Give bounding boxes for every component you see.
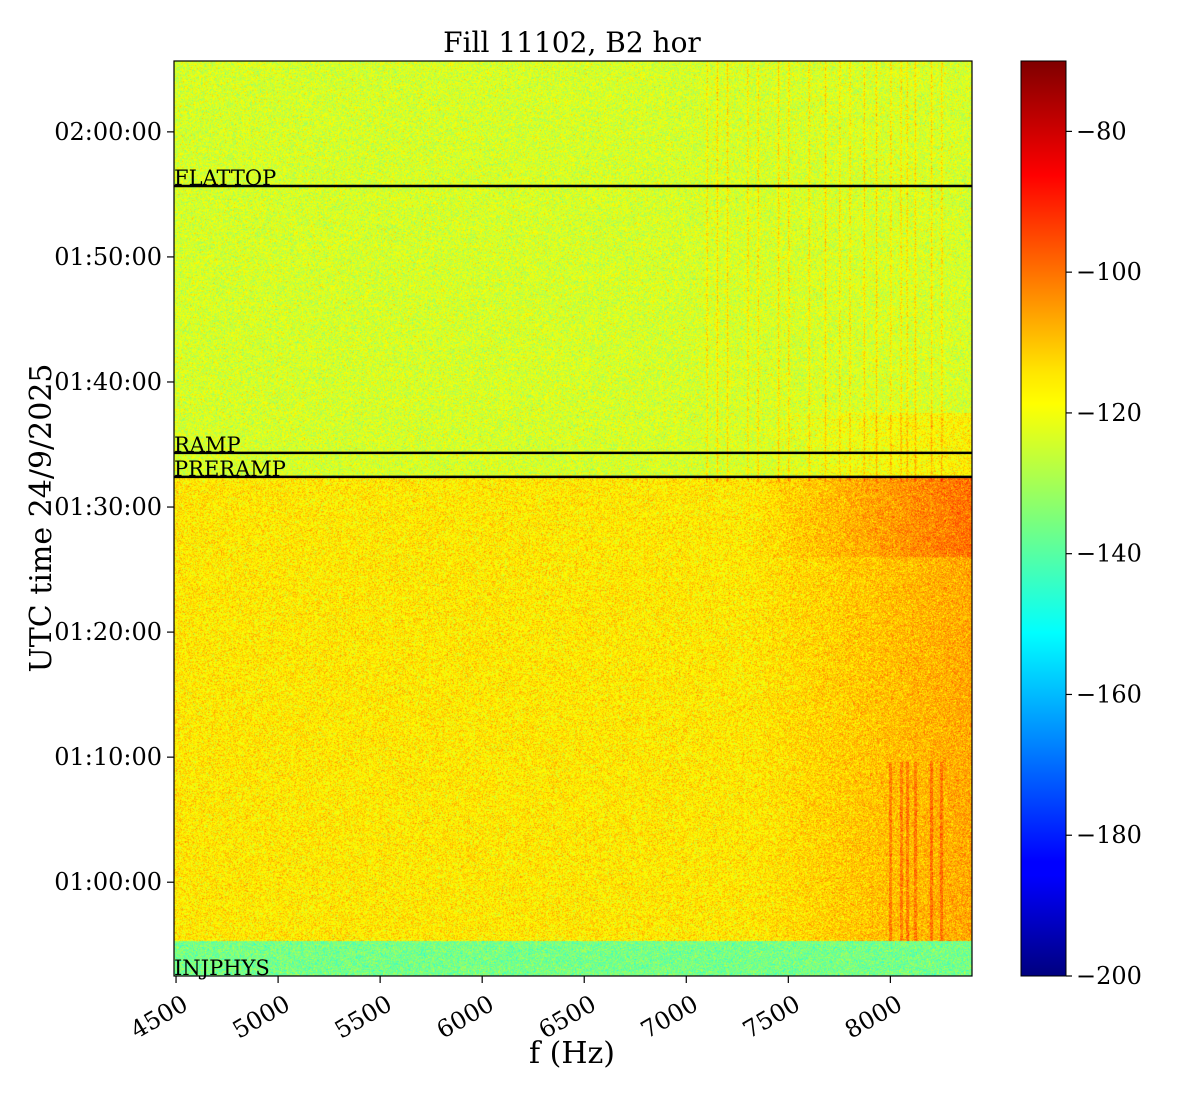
y-tick-label: 01:30:00	[54, 493, 162, 521]
phase-label: PRERAMP	[174, 457, 286, 481]
y-axis: 01:00:00 01:10:00 01:20:00 01:30:00 01:40:00…	[54, 118, 174, 896]
x-tick-label: 5500	[330, 990, 397, 1045]
x-tick-label: 8000	[840, 990, 907, 1045]
x-tick-label: 6000	[432, 990, 499, 1045]
colorbar-ticks: −80 −100 −120 −140 −160 −180 −200	[1066, 117, 1142, 990]
heatmap-image	[174, 61, 972, 976]
colorbar-tick-label: −200	[1076, 962, 1142, 990]
y-tick-label: 01:50:00	[54, 243, 162, 271]
colorbar: −80 −100 −120 −140 −160 −180 −200	[1020, 60, 1142, 990]
y-tick-label: 01:20:00	[54, 618, 162, 646]
x-tick-label: 7500	[738, 990, 805, 1045]
colorbar-tick-label: −180	[1076, 821, 1142, 849]
y-axis-label: UTC time 24/9/2025	[24, 364, 59, 673]
x-axis-label: f (Hz)	[529, 1036, 615, 1071]
colorbar-tick-label: −80	[1076, 117, 1127, 145]
x-tick-label: 4500	[126, 990, 193, 1045]
phase-label: FLATTOP	[174, 166, 276, 190]
heatmap-area	[174, 61, 972, 976]
x-axis: 4500 5000 5500 6000 6500 7000 7500 8000	[126, 976, 907, 1044]
plot-frame	[173, 60, 973, 977]
y-tick-label: 01:10:00	[54, 743, 162, 771]
y-tick-label: 01:40:00	[54, 368, 162, 396]
colorbar-tick-label: −140	[1076, 540, 1142, 568]
colorbar-gradient	[1020, 60, 1067, 977]
chart-title: Fill 11102, B2 hor	[443, 26, 701, 59]
phase-label: RAMP	[174, 433, 241, 457]
colorbar-tick-label: −100	[1076, 258, 1142, 286]
y-tick-label: 01:00:00	[54, 868, 162, 896]
colorbar-tick-label: −120	[1076, 399, 1142, 427]
colorbar-tick-label: −160	[1076, 680, 1142, 708]
x-tick-label: 5000	[228, 990, 295, 1045]
y-tick-label: 02:00:00	[54, 118, 162, 146]
x-tick-label: 7000	[636, 990, 703, 1045]
